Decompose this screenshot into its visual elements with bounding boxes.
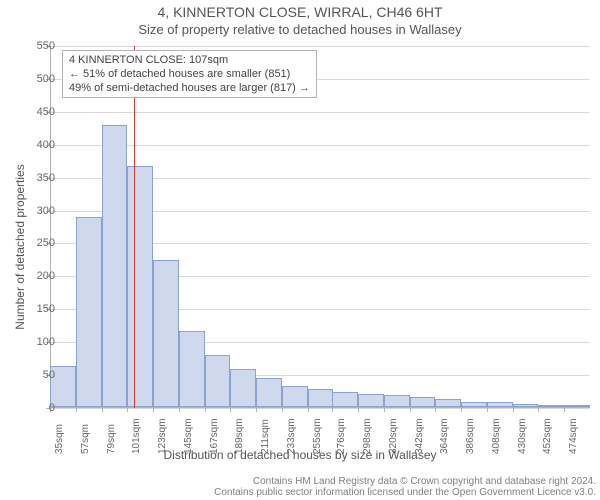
x-tick-mark	[487, 408, 488, 412]
infobox-line: 49% of semi-detached houses are larger (…	[69, 81, 310, 95]
y-tick-label: 50	[15, 369, 55, 381]
gridline	[50, 145, 590, 146]
histogram-bar	[256, 378, 282, 407]
x-tick-mark	[358, 408, 359, 412]
x-axis-label: Distribution of detached houses by size …	[0, 448, 600, 462]
x-tick-mark	[76, 408, 77, 412]
x-tick-mark	[230, 408, 231, 412]
histogram-bar	[461, 402, 487, 407]
histogram-bar	[538, 405, 564, 407]
y-tick-label: 200	[15, 270, 55, 282]
histogram-bar	[102, 125, 128, 407]
y-tick-label: 550	[15, 40, 55, 52]
x-tick-mark	[308, 408, 309, 412]
histogram-bar	[435, 399, 461, 407]
y-tick-label: 500	[15, 73, 55, 85]
x-tick-mark	[205, 408, 206, 412]
y-tick-label: 100	[15, 336, 55, 348]
credits-line: Contains HM Land Registry data © Crown c…	[0, 476, 596, 487]
x-tick-mark	[332, 408, 333, 412]
infobox-line: 4 KINNERTON CLOSE: 107sqm	[69, 53, 310, 67]
x-tick-mark	[410, 408, 411, 412]
chart-container: 4, KINNERTON CLOSE, WIRRAL, CH46 6HT Siz…	[0, 0, 600, 500]
marker-line	[134, 46, 135, 408]
x-tick-mark	[435, 408, 436, 412]
credits-text: Contains HM Land Registry data © Crown c…	[0, 476, 600, 498]
histogram-bar	[127, 166, 153, 407]
histogram-bar	[410, 397, 436, 407]
histogram-bar	[384, 395, 410, 407]
y-tick-label: 300	[15, 205, 55, 217]
y-tick-label: 350	[15, 172, 55, 184]
y-tick-label: 400	[15, 139, 55, 151]
x-tick-mark	[256, 408, 257, 412]
histogram-bar	[564, 405, 590, 407]
x-tick-mark	[564, 408, 565, 412]
x-tick-mark	[384, 408, 385, 412]
x-tick-mark	[102, 408, 103, 412]
histogram-bar	[487, 402, 513, 407]
y-axis-line	[50, 46, 51, 408]
y-tick-label: 0	[15, 402, 55, 414]
x-tick-mark	[127, 408, 128, 412]
plot-area	[50, 46, 590, 408]
x-tick-mark	[461, 408, 462, 412]
histogram-bar	[153, 260, 179, 407]
x-tick-mark	[538, 408, 539, 412]
x-tick-mark	[179, 408, 180, 412]
x-tick-mark	[282, 408, 283, 412]
gridline	[50, 46, 590, 47]
x-tick-mark	[153, 408, 154, 412]
histogram-bar	[179, 331, 205, 407]
credits-line: Contains public sector information licen…	[0, 487, 596, 498]
histogram-bar	[282, 386, 308, 407]
infobox-line: ← 51% of detached houses are smaller (85…	[69, 67, 310, 81]
histogram-bar	[332, 392, 358, 407]
histogram-bar	[308, 389, 334, 407]
chart-title: 4, KINNERTON CLOSE, WIRRAL, CH46 6HT	[0, 4, 600, 20]
histogram-bar	[205, 355, 231, 407]
chart-subtitle: Size of property relative to detached ho…	[0, 22, 600, 37]
y-tick-label: 150	[15, 303, 55, 315]
info-box: 4 KINNERTON CLOSE: 107sqm← 51% of detach…	[62, 50, 317, 98]
y-tick-label: 450	[15, 106, 55, 118]
histogram-bar	[513, 404, 539, 407]
histogram-bar	[230, 369, 256, 407]
histogram-bar	[76, 217, 102, 407]
y-tick-label: 250	[15, 237, 55, 249]
x-tick-mark	[513, 408, 514, 412]
gridline	[50, 112, 590, 113]
histogram-bar	[358, 394, 384, 407]
